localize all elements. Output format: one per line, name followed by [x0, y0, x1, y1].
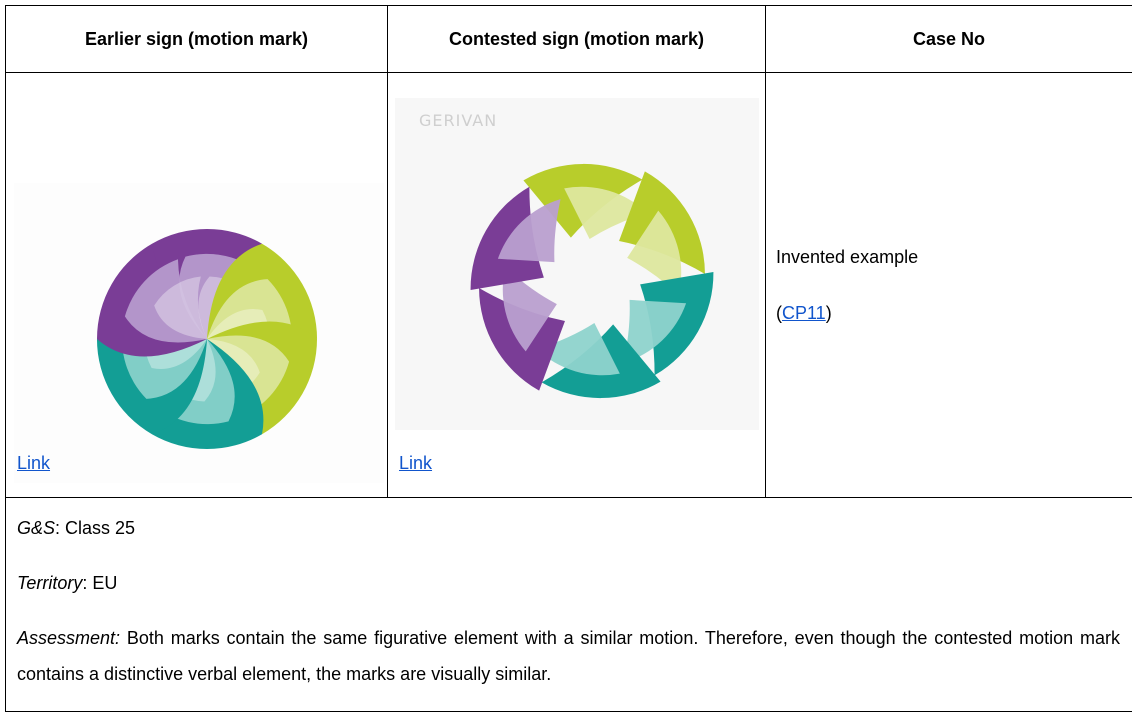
contested-link[interactable]: Link: [399, 453, 432, 474]
case-link[interactable]: CP11: [782, 303, 826, 323]
case-text: Invented example: [776, 239, 1132, 275]
detail-line: G&S: Class 25: [17, 510, 1120, 546]
detail-text: : EU: [82, 573, 117, 593]
contested-sign-cell: GERIVAN Link: [388, 73, 766, 498]
details-cell: G&S: Class 25 Territory: EU Assessment: …: [6, 498, 1132, 712]
image-watermark: GERIVAN: [419, 111, 497, 130]
detail-line: Assessment: Both marks contain the same …: [17, 620, 1120, 692]
sign-row: Link GERIVAN Link Invented example (CP11…: [6, 73, 1132, 498]
case-cell: Invented example (CP11): [766, 73, 1132, 498]
paren: ): [826, 303, 832, 323]
earlier-sign-image: [14, 183, 384, 483]
detail-label: Assessment:: [17, 628, 120, 648]
header-cell: Case No: [766, 6, 1132, 73]
header-cell: Contested sign (motion mark): [388, 6, 766, 73]
details-row: G&S: Class 25 Territory: EU Assessment: …: [6, 498, 1132, 712]
earlier-sign-cell: Link: [6, 73, 388, 498]
detail-label: Territory: [17, 573, 82, 593]
header-row: Earlier sign (motion mark) Contested sig…: [6, 6, 1132, 73]
earlier-link[interactable]: Link: [17, 453, 50, 474]
comparison-table: Earlier sign (motion mark) Contested sig…: [5, 5, 1132, 712]
detail-text: Both marks contain the same figurative e…: [17, 628, 1120, 684]
detail-line: Territory: EU: [17, 565, 1120, 601]
case-reference: (CP11): [776, 295, 1132, 331]
detail-label: G&S: [17, 518, 55, 538]
contested-sign-image: GERIVAN: [395, 98, 759, 430]
detail-text: : Class 25: [55, 518, 135, 538]
header-cell: Earlier sign (motion mark): [6, 6, 388, 73]
